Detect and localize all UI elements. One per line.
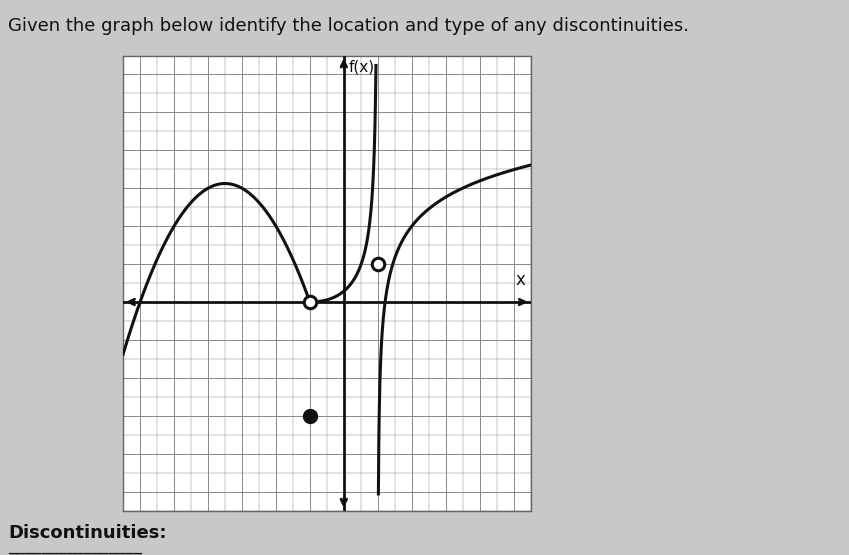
- Text: Given the graph below identify the location and type of any discontinuities.: Given the graph below identify the locat…: [8, 17, 689, 34]
- Text: x: x: [515, 271, 526, 289]
- Text: ________________: ________________: [8, 536, 143, 553]
- Text: f(x): f(x): [349, 59, 375, 74]
- Text: Discontinuities:: Discontinuities:: [8, 524, 167, 542]
